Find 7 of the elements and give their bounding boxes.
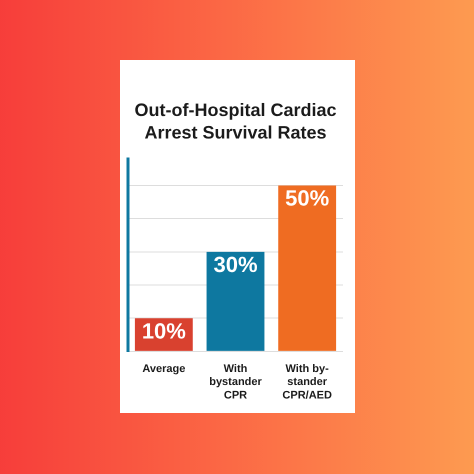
x-tick-label: Average [142, 363, 186, 376]
chart-title: Out-of-Hospital Cardiac Arrest Survival Rates [134, 100, 337, 143]
x-tick-label: With bystander CPR [209, 363, 262, 402]
data-label: 30% [213, 252, 258, 277]
data-label: 10% [142, 318, 186, 344]
x-tick-label: With by-stander CPR/AED [282, 363, 332, 402]
data-label: 50% [285, 186, 330, 211]
